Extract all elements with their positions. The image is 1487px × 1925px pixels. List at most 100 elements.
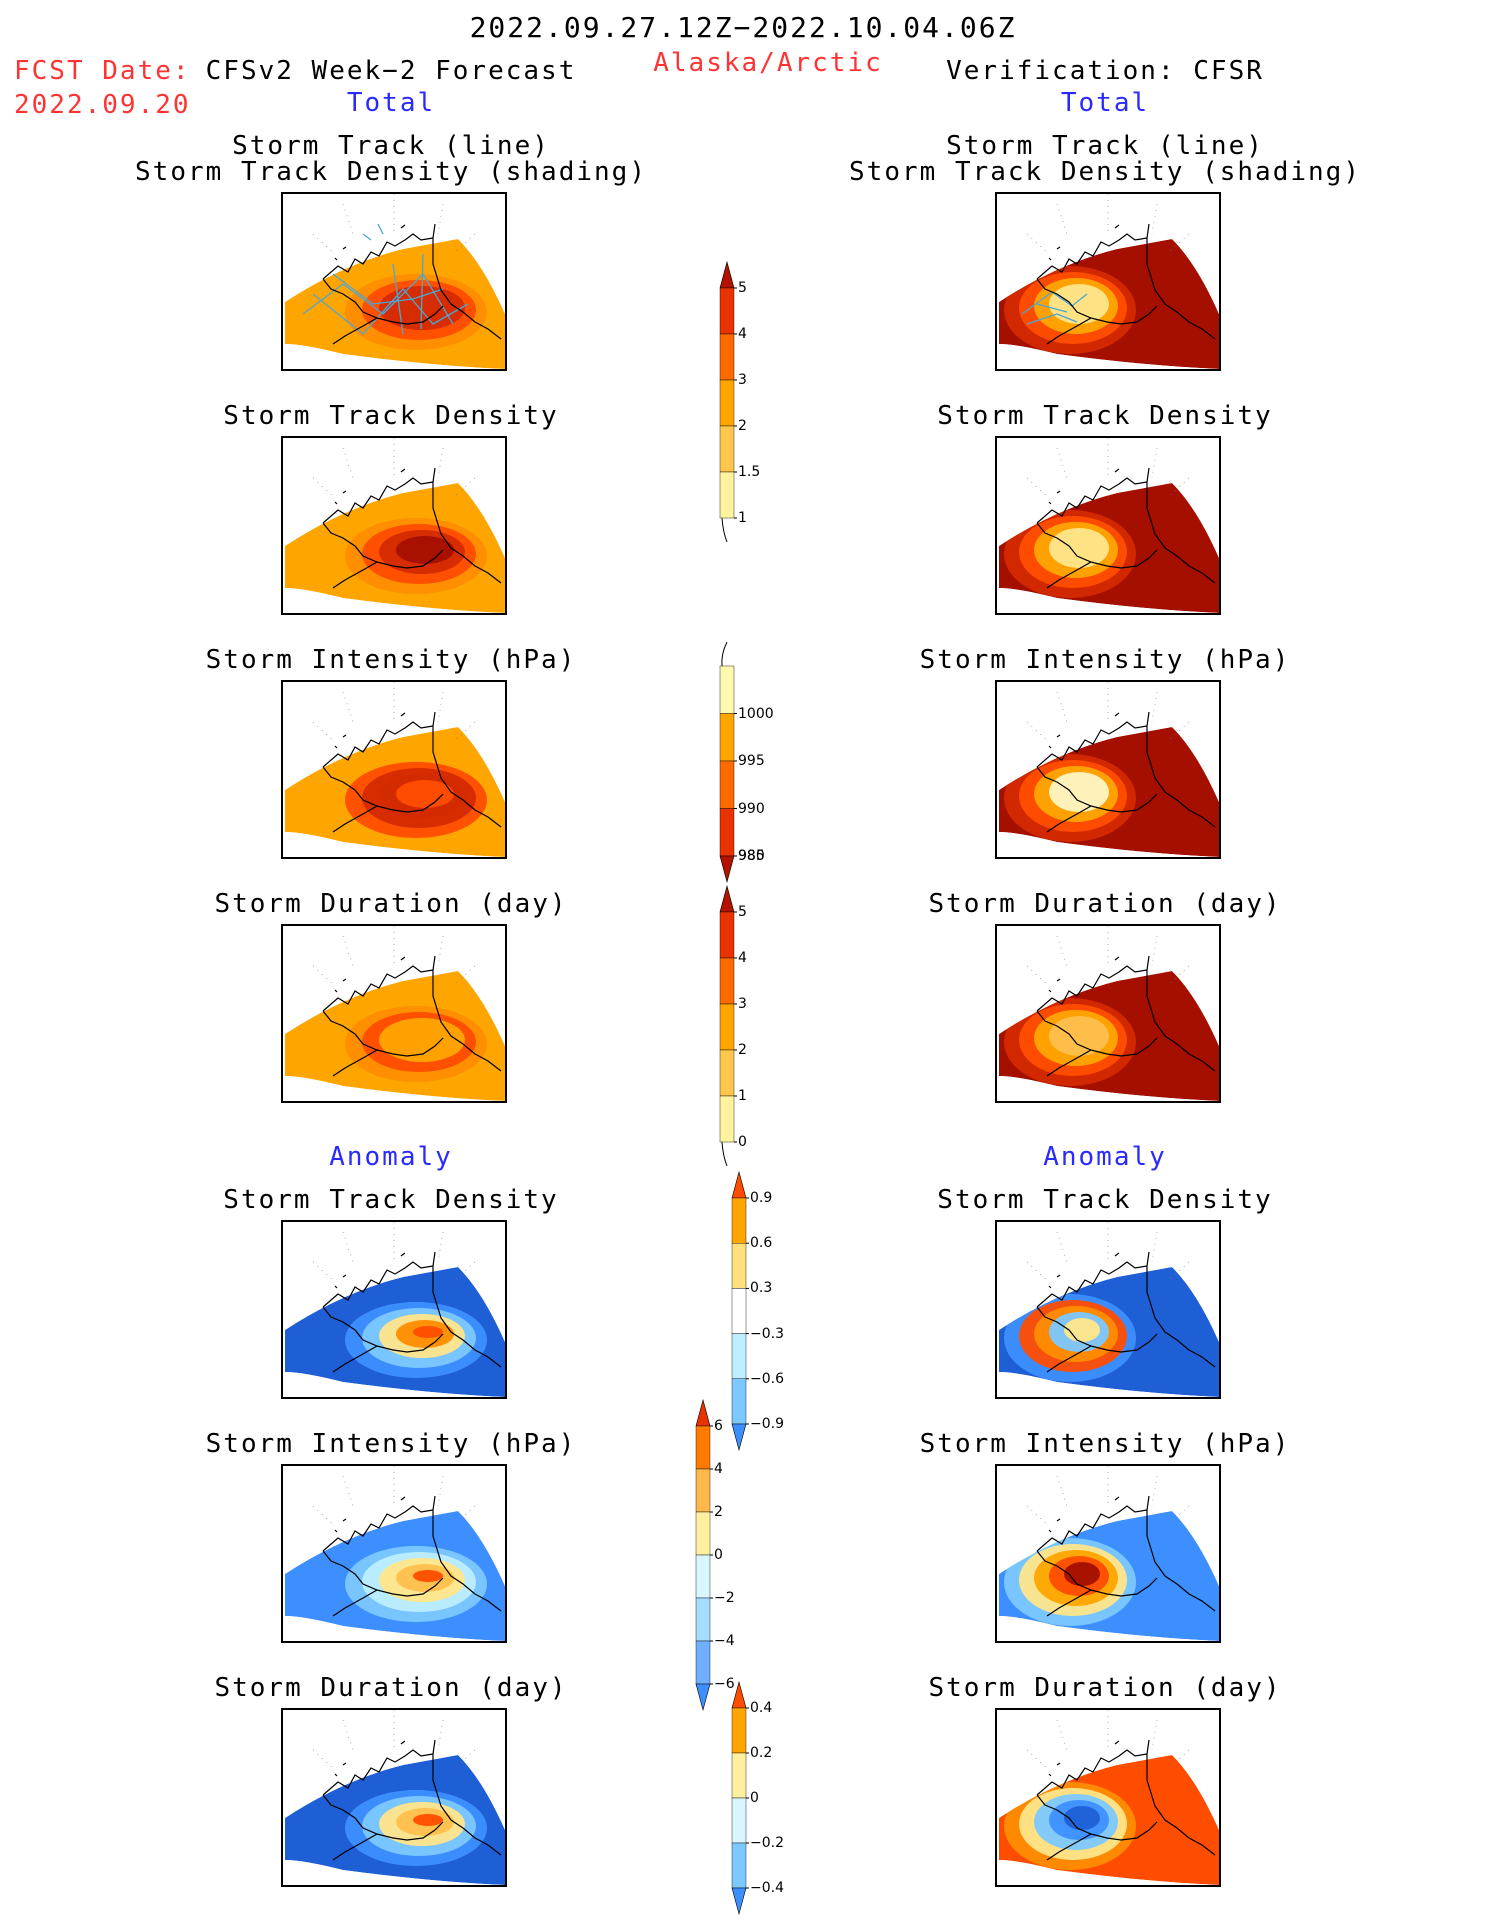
anomaly-left-label: Anomaly <box>329 1142 453 1172</box>
map-left-duration <box>281 924 507 1103</box>
left-track-shading-title: Storm Track Density (shading) <box>135 157 647 187</box>
map-outside-domain <box>997 1466 1219 1641</box>
colorbar-segment <box>731 1707 747 1754</box>
map-shading-contour <box>1049 772 1109 812</box>
colorbar-label: 0 <box>714 1547 723 1563</box>
map-left-anom-density <box>281 1220 507 1399</box>
colorbar-total-intensity: 1000 995 990 985 980 <box>719 641 810 884</box>
colorbar-segment <box>731 1842 747 1889</box>
colorbar-segment <box>731 1197 747 1244</box>
right-track-line-title: Storm Track (line) <box>946 131 1264 161</box>
colorbar-segment <box>731 1288 747 1334</box>
storm-track-lines <box>302 223 469 335</box>
coastline <box>322 711 502 833</box>
colorbar-segment <box>731 1242 747 1289</box>
colorbar-label: 3 <box>738 996 747 1012</box>
map-outside-domain <box>283 1710 505 1885</box>
map-outside-domain <box>283 926 505 1101</box>
right-duration-title: Storm Duration (day) <box>928 889 1282 919</box>
fcst-date-value: 2022.09.20 <box>14 90 191 120</box>
coastline <box>322 1495 502 1617</box>
colorbar-label: 2 <box>738 1042 747 1058</box>
colorbar-anom-density: 0.9 0.6 0.3 −0.3 −0.6 −0.9 <box>731 1170 822 1452</box>
colorbar-label: −6 <box>714 1676 735 1692</box>
colorbar-top-tail <box>721 641 728 667</box>
forecast-title: CFSv2 Week−2 Forecast <box>205 56 577 86</box>
verification-title: Verification: CFSR <box>946 56 1264 86</box>
colorbar-label: 1 <box>738 1088 747 1104</box>
colorbar-segment <box>719 333 735 381</box>
colorbar-bottom-arrow <box>719 855 735 884</box>
map-shading-contour <box>1064 1318 1100 1342</box>
map-shading-contour <box>1064 1806 1100 1830</box>
map-left-anom-duration <box>281 1708 507 1887</box>
map-left-intensity <box>281 680 507 859</box>
map-outside-domain <box>283 194 505 369</box>
coastline <box>322 1251 502 1373</box>
colorbar-segment <box>695 1425 711 1470</box>
coastline <box>1036 223 1216 345</box>
colorbar-segment <box>695 1597 711 1642</box>
colorbar-label: 0.3 <box>750 1280 773 1297</box>
map-outside-domain <box>283 682 505 857</box>
colorbar-segment <box>719 1003 735 1051</box>
colorbar-label: 0.4 <box>750 1700 773 1716</box>
colorbar-segment <box>719 760 735 809</box>
map-shading-contour <box>1049 1016 1109 1056</box>
colorbar-top-arrow <box>731 1170 747 1199</box>
storm-track-lines <box>1021 291 1088 325</box>
colorbar-bottom-tail <box>721 517 728 543</box>
colorbar-segment <box>695 1511 711 1556</box>
left-anom-density-title: Storm Track Density <box>223 1185 559 1215</box>
colorbar-bottom-arrow <box>695 1683 711 1712</box>
colorbar-total-duration: 5 4 3 2 1 0 <box>719 884 810 1167</box>
right-track-density-title: Storm Track Density <box>937 401 1273 431</box>
map-shading-contour <box>413 1326 443 1338</box>
map-shading-contour <box>396 780 454 808</box>
coastline <box>1036 711 1216 833</box>
right-anom-duration-title: Storm Duration (day) <box>928 1673 1282 1703</box>
colorbar-label: −0.9 <box>750 1416 784 1432</box>
coastline <box>322 223 502 345</box>
map-outside-domain <box>283 1466 505 1641</box>
left-anom-intensity-title: Storm Intensity (hPa) <box>205 1429 577 1459</box>
colorbar-top-arrow <box>695 1398 711 1427</box>
colorbar-label: 0 <box>738 1134 747 1150</box>
colorbar-segment <box>695 1468 711 1513</box>
colorbar-label: 0 <box>750 1790 759 1806</box>
colorbar-segment <box>719 287 735 335</box>
colorbar-segment <box>719 425 735 473</box>
left-duration-title: Storm Duration (day) <box>214 889 568 919</box>
map-right-duration <box>995 924 1221 1103</box>
colorbar-label: −0.2 <box>750 1835 784 1851</box>
colorbar-label: 2 <box>714 1504 723 1520</box>
colorbar-segment <box>719 1049 735 1097</box>
colorbar-label: 5 <box>738 280 747 296</box>
map-shading-contour <box>379 1018 465 1062</box>
map-outside-domain <box>997 194 1219 369</box>
colorbar-label: 995 <box>738 753 765 769</box>
colorbar-bottom-tail <box>721 1141 728 1167</box>
right-track-shading-title: Storm Track Density (shading) <box>849 157 1361 187</box>
left-intensity-title: Storm Intensity (hPa) <box>205 645 577 675</box>
colorbar-segment <box>719 1095 735 1143</box>
map-shading-contour <box>413 1814 443 1826</box>
colorbar-top-arrow <box>719 884 735 913</box>
map-outside-domain <box>997 1222 1219 1397</box>
coastline <box>1036 1251 1216 1373</box>
colorbar-label: 2 <box>738 418 747 434</box>
map-shading-contour <box>1064 1562 1100 1586</box>
colorbar-label: 6 <box>714 1418 723 1434</box>
map-left-anom-intensity <box>281 1464 507 1643</box>
colorbar-label: 0.9 <box>750 1190 773 1206</box>
colorbar-bottom-arrow <box>731 1887 747 1916</box>
colorbar-label: 3 <box>738 372 747 388</box>
colorbar-segment <box>719 713 735 762</box>
right-intensity-title: Storm Intensity (hPa) <box>919 645 1291 675</box>
coastline <box>1036 467 1216 589</box>
map-right-anom-density <box>995 1220 1221 1399</box>
colorbar-segment <box>719 911 735 959</box>
colorbar-label: 4 <box>738 326 747 342</box>
colorbar-label: 4 <box>714 1461 723 1477</box>
map-left-track-density <box>281 436 507 615</box>
